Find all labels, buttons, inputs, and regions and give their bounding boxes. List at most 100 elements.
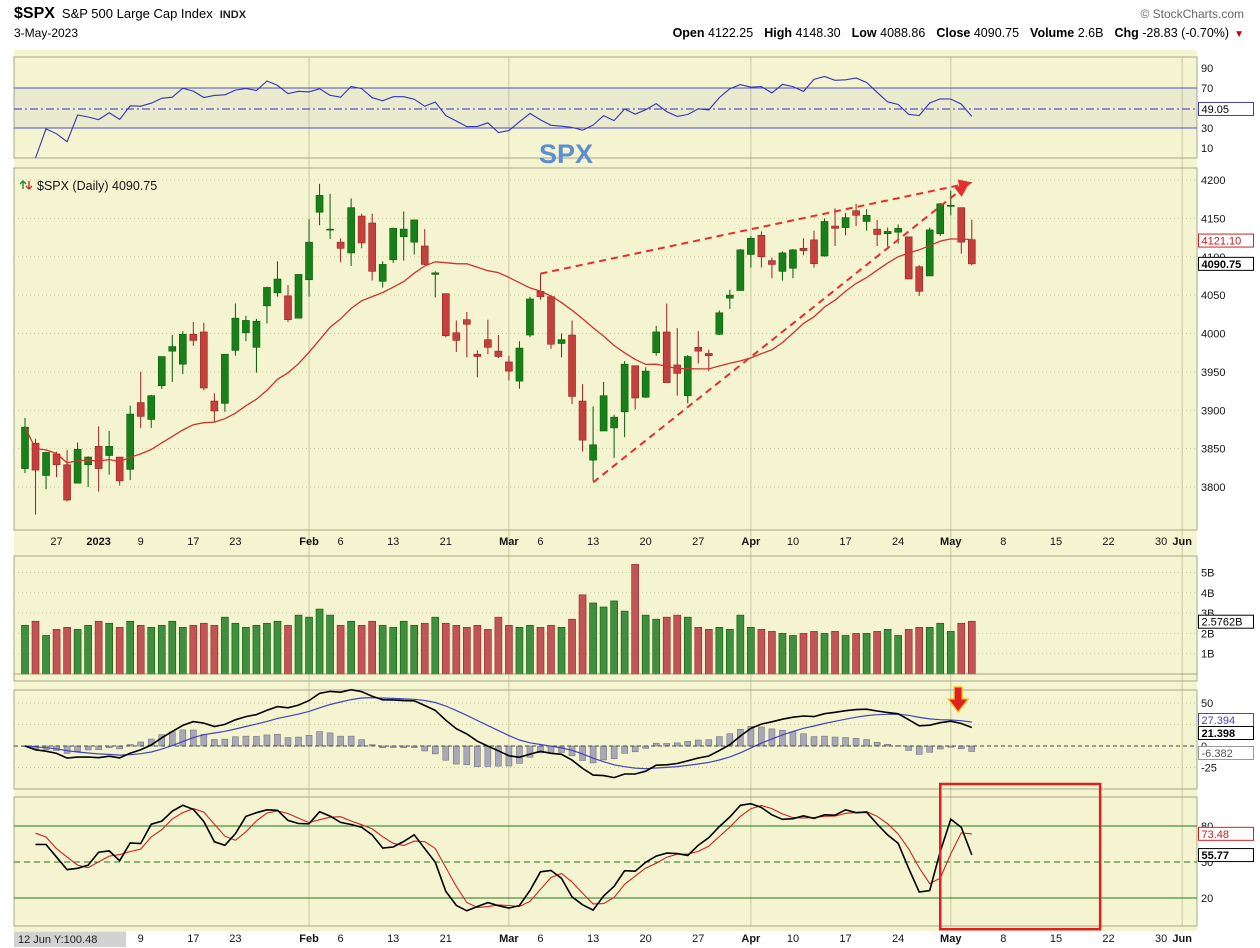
svg-text:10: 10 [787, 536, 799, 548]
svg-text:2B: 2B [1201, 628, 1214, 640]
change-down-icon: ▼ [1234, 29, 1244, 40]
quote-item-high: High 4148.30 [764, 26, 841, 40]
macd-panel [14, 686, 1197, 779]
svg-text:13: 13 [587, 536, 599, 548]
rsi-panel [14, 75, 1197, 159]
stoch-panel [14, 782, 1197, 931]
panel-borders [13, 56, 1198, 927]
svg-text:3850: 3850 [1201, 444, 1225, 456]
svg-text:4121.10: 4121.10 [1202, 236, 1242, 248]
svg-text:4150: 4150 [1201, 213, 1225, 225]
quote-item-volume: Volume 2.6B [1030, 26, 1104, 40]
svg-text:4090.75: 4090.75 [1202, 259, 1242, 271]
svg-text:Feb: Feb [299, 933, 319, 945]
svg-text:1B: 1B [1201, 649, 1214, 661]
index-name: S&P 500 Large Cap Index [61, 6, 213, 21]
svg-text:Apr: Apr [741, 933, 761, 945]
stoch-k-line [35, 802, 973, 912]
svg-text:13: 13 [387, 933, 399, 945]
svg-text:27: 27 [692, 933, 704, 945]
svg-text:23: 23 [229, 536, 241, 548]
volume-bars [14, 564, 1197, 675]
svg-text:20: 20 [640, 933, 652, 945]
svg-text:6: 6 [338, 536, 344, 548]
macd-value-label: 21.398 [1198, 726, 1254, 740]
svg-text:9: 9 [138, 933, 144, 945]
svg-text:Jun: Jun [1172, 933, 1192, 945]
trendline [592, 183, 969, 484]
svg-text:4000: 4000 [1201, 329, 1225, 341]
svg-text:-6.382: -6.382 [1202, 748, 1233, 760]
svg-text:Feb: Feb [299, 536, 319, 548]
price-legend: $SPX (Daily) 4090.75 [19, 179, 157, 193]
svg-text:22: 22 [1102, 933, 1114, 945]
svg-text:27: 27 [692, 536, 704, 548]
svg-text:20: 20 [640, 536, 652, 548]
ma-value-label: 4121.10 [1198, 233, 1254, 248]
svg-text:4050: 4050 [1201, 290, 1225, 302]
svg-text:3950: 3950 [1201, 367, 1225, 379]
svg-text:6: 6 [537, 536, 543, 548]
svg-text:27: 27 [50, 536, 62, 548]
stockcharts-credit: © StockCharts.com [1140, 7, 1244, 21]
svg-text:70: 70 [1201, 83, 1213, 95]
svg-text:30: 30 [1201, 123, 1213, 135]
svg-text:55.77: 55.77 [1202, 850, 1230, 862]
svg-text:21: 21 [440, 933, 452, 945]
svg-text:73.48: 73.48 [1202, 829, 1230, 841]
svg-text:6: 6 [537, 933, 543, 945]
stoch-k-label: 55.77 [1198, 848, 1254, 863]
svg-text:3800: 3800 [1201, 482, 1225, 494]
svg-text:6: 6 [338, 933, 344, 945]
svg-text:15: 15 [1050, 933, 1062, 945]
chart-background [14, 50, 1197, 931]
svg-text:10: 10 [1201, 143, 1213, 155]
svg-text:27.394: 27.394 [1202, 715, 1236, 727]
trendline [540, 179, 973, 275]
svg-text:12 Jun Y:100.48: 12 Jun Y:100.48 [18, 934, 97, 946]
svg-text:5B: 5B [1201, 568, 1214, 580]
chart-header: $SPX S&P 500 Large Cap Index INDX © Stoc… [0, 0, 1260, 48]
crosshair-readout: 12 Jun Y:100.48 [14, 931, 126, 947]
svg-text:8: 8 [1000, 536, 1006, 548]
svg-text:-25: -25 [1201, 763, 1217, 775]
svg-text:Jun: Jun [1172, 536, 1192, 548]
svg-text:20: 20 [1201, 893, 1213, 905]
price-panel: SPX [21, 139, 976, 515]
macd-signal-label: 27.394 [1198, 713, 1254, 727]
x-axis-labels: 27 2023 9 17 23 Feb 6 13 21 Mar 6 13 20 27 Apr 10 17 24 Ma… [50, 536, 1192, 945]
svg-text:21.398: 21.398 [1202, 728, 1236, 740]
svg-text:22: 22 [1102, 536, 1114, 548]
trendline-annotations [540, 179, 973, 484]
svg-text:17: 17 [839, 933, 851, 945]
svg-text:2.5762B: 2.5762B [1202, 617, 1243, 629]
svg-text:49.05: 49.05 [1202, 104, 1230, 116]
up-arrow-icon [19, 180, 27, 189]
svg-text:13: 13 [387, 536, 399, 548]
svg-text:13: 13 [587, 933, 599, 945]
rsi-line [34, 75, 973, 159]
svg-text:May: May [940, 933, 962, 945]
svg-text:50: 50 [1201, 698, 1213, 710]
svg-text:4200: 4200 [1201, 175, 1225, 187]
quote-item-close: Close 4090.75 [936, 26, 1020, 40]
macd-line [24, 688, 973, 779]
svg-text:24: 24 [892, 536, 904, 548]
svg-text:10: 10 [787, 933, 799, 945]
stoch-d-label: 73.48 [1198, 826, 1254, 841]
chart-date: 3-May-2023 [14, 26, 79, 40]
red-down-arrow-annotation [946, 686, 970, 714]
rsi-value-label: 49.05 [1198, 101, 1254, 116]
svg-text:17: 17 [187, 536, 199, 548]
svg-text:8: 8 [1000, 933, 1006, 945]
red-box-annotation [938, 782, 1102, 931]
svg-text:2023: 2023 [86, 536, 110, 548]
spx-watermark: SPX [539, 139, 593, 169]
svg-text:Mar: Mar [499, 933, 519, 945]
svg-text:9: 9 [138, 536, 144, 548]
exchange-label: INDX [219, 9, 247, 21]
svg-text:30: 30 [1155, 536, 1167, 548]
down-arrow-icon [25, 181, 33, 190]
ma20-line [24, 238, 972, 464]
